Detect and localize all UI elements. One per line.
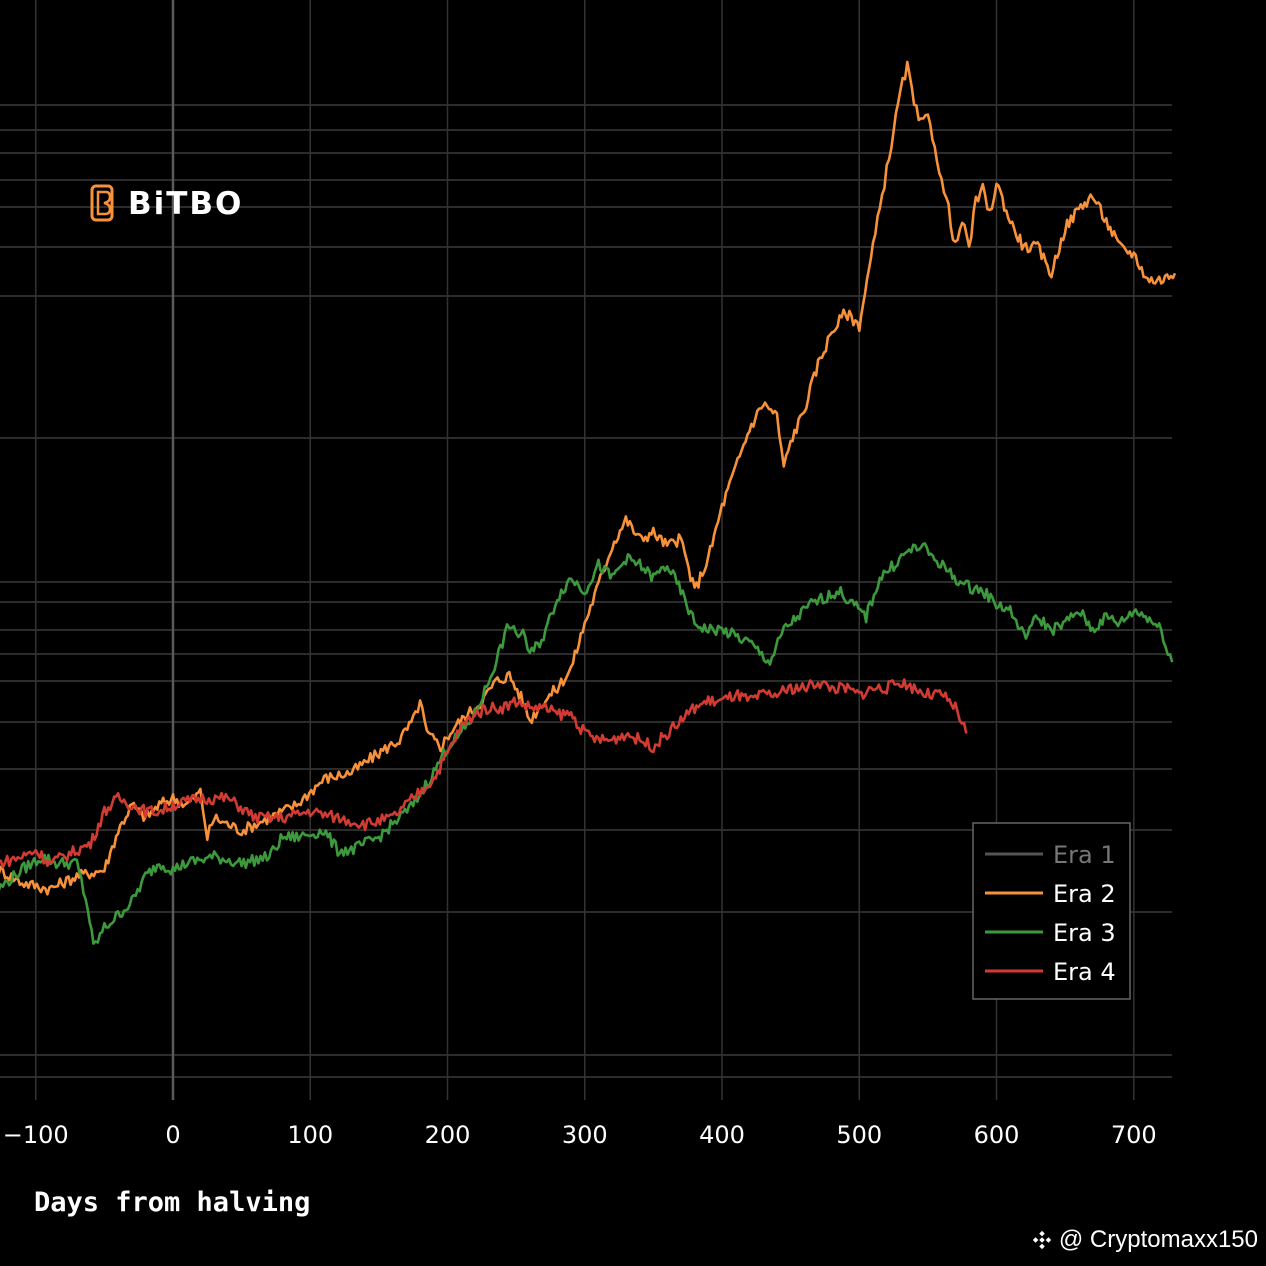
x-axis-ticks: −100 0 100 200 300 400 500 600 700 bbox=[3, 1121, 1157, 1149]
x-tick-label: 100 bbox=[287, 1121, 333, 1149]
series-line-era-3 bbox=[0, 542, 1174, 945]
x-tick-label: 300 bbox=[562, 1121, 608, 1149]
binance-diamond-icon bbox=[1032, 1230, 1052, 1250]
bitbo-logo: BiTBO bbox=[90, 184, 243, 222]
series-layer bbox=[0, 60, 1177, 945]
watermark-text: @ Cryptomaxx150 bbox=[1058, 1226, 1258, 1253]
legend-label-era-4: Era 4 bbox=[1053, 958, 1116, 986]
x-tick-label: 0 bbox=[165, 1121, 180, 1149]
x-tick-label: 200 bbox=[425, 1121, 471, 1149]
legend-label-era-1: Era 1 bbox=[1053, 841, 1116, 869]
x-axis-label: Days from halving bbox=[34, 1187, 310, 1218]
bitbo-logo-icon bbox=[90, 184, 114, 222]
legend-label-era-2: Era 2 bbox=[1053, 880, 1116, 908]
bitbo-logo-text: BiTBO bbox=[128, 186, 243, 222]
x-tick-label: 400 bbox=[699, 1121, 745, 1149]
horizontal-gridlines bbox=[0, 104, 1172, 1078]
x-tick-label: 700 bbox=[1111, 1121, 1157, 1149]
vertical-gridlines bbox=[35, 0, 1135, 1100]
series-line-era-4 bbox=[0, 678, 968, 869]
x-tick-label: −100 bbox=[3, 1121, 69, 1149]
watermark: @ Cryptomaxx150 bbox=[1031, 1226, 1258, 1254]
legend-items: Era 1 Era 2 Era 3 Era 4 bbox=[985, 841, 1116, 986]
x-tick-label: 600 bbox=[974, 1121, 1020, 1149]
legend-label-era-3: Era 3 bbox=[1053, 919, 1116, 947]
legend: Era 1 Era 2 Era 3 Era 4 bbox=[972, 822, 1131, 1000]
x-tick-label: 500 bbox=[836, 1121, 882, 1149]
